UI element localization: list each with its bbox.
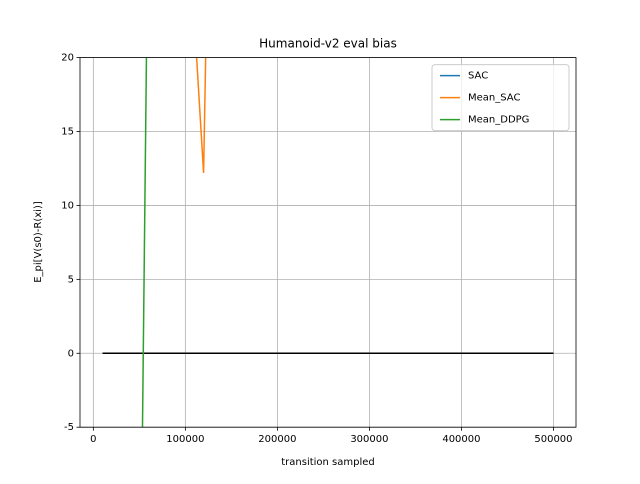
line <box>141 57 148 428</box>
legend-label: Mean_SAC <box>468 93 520 104</box>
y-tick-label: 20 <box>61 53 74 64</box>
legend-label: Mean_DDPG <box>468 115 529 126</box>
x-tick-label: 500000 <box>534 434 572 445</box>
y-axis-label: E_pi[V(s0)-R(xi)] <box>33 201 44 283</box>
x-tick-label: 100000 <box>166 434 204 445</box>
y-tick-label: 15 <box>61 127 74 138</box>
x-tick-label: 200000 <box>258 434 296 445</box>
y-tick-label: 5 <box>68 274 74 285</box>
x-tick-label: 0 <box>90 434 96 445</box>
y-tick-label: 0 <box>68 348 74 359</box>
y-tick-label: -5 <box>64 422 74 433</box>
plot-area <box>102 57 554 428</box>
legend-label: SAC <box>468 71 488 82</box>
y-tick-label: 10 <box>61 200 74 211</box>
legend-box <box>431 64 570 132</box>
line <box>195 57 207 173</box>
axes-frame <box>79 57 577 428</box>
x-tick-label: 400000 <box>442 434 480 445</box>
chart-title: Humanoid-v2 eval bias <box>259 37 397 51</box>
x-tick-label: 300000 <box>350 434 388 445</box>
x-axis-label: transition sampled <box>281 457 375 468</box>
